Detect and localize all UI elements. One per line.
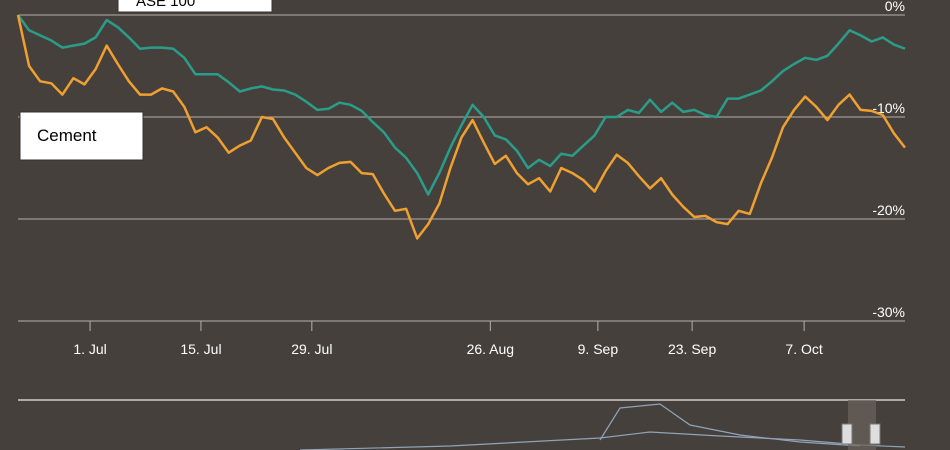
x-tick-label: 15. Jul (180, 341, 221, 357)
navigator-handle (841, 423, 853, 445)
series-line (16, 14, 906, 240)
x-tick-label: 29. Jul (291, 341, 332, 357)
y-tick-label: -10% (872, 100, 905, 116)
x-tick-label: 7. Oct (785, 341, 822, 357)
label-box (19, 111, 144, 161)
navigator-line (599, 403, 861, 447)
navigator-handle (869, 423, 881, 445)
y-tick-label: 0% (885, 0, 905, 14)
y-tick-label: -20% (872, 202, 905, 218)
series-label: Cement (37, 126, 97, 145)
series-label: ASE 100 (136, 0, 195, 10)
plot: 0% -10% -20% -30% 1. Jul 15. Jul 29. Jul 26. Au… (16, 0, 906, 357)
x-tick-label: 1. Jul (73, 341, 106, 357)
x-tick-label: 26. Aug (467, 341, 515, 357)
navigator (18, 399, 906, 450)
x-tick-label: 9. Sep (578, 341, 619, 357)
y-tick-label: -30% (872, 304, 905, 320)
series-line (16, 14, 906, 196)
label-box (117, 0, 273, 13)
x-tick-label: 23. Sep (668, 341, 716, 357)
